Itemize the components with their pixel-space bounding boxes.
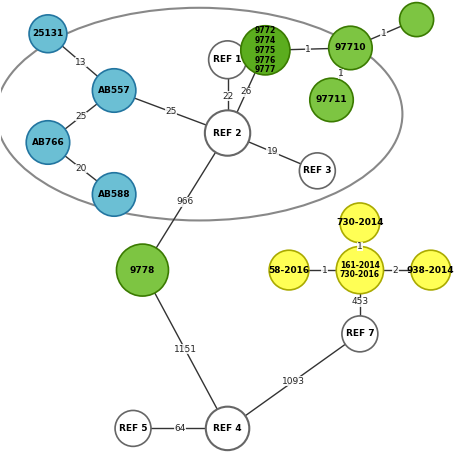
Text: 9778: 9778 xyxy=(130,265,155,274)
Circle shape xyxy=(300,153,335,189)
Circle shape xyxy=(336,246,383,294)
Circle shape xyxy=(340,203,380,243)
Circle shape xyxy=(342,316,378,352)
Text: AB766: AB766 xyxy=(32,138,64,147)
Text: REF 4: REF 4 xyxy=(213,424,242,433)
Circle shape xyxy=(206,407,249,450)
Text: 161-2014
730-2016: 161-2014 730-2016 xyxy=(340,261,380,280)
Text: 1: 1 xyxy=(305,45,311,54)
Text: 25: 25 xyxy=(165,107,176,116)
Text: 26: 26 xyxy=(241,87,252,96)
Text: 64: 64 xyxy=(174,424,186,433)
Text: AB588: AB588 xyxy=(98,190,130,199)
Circle shape xyxy=(328,26,372,70)
Text: REF 3: REF 3 xyxy=(303,166,332,175)
Text: 1: 1 xyxy=(357,242,363,251)
Circle shape xyxy=(92,69,136,112)
Text: 938-2014: 938-2014 xyxy=(407,265,455,274)
Circle shape xyxy=(241,26,290,75)
Text: 2: 2 xyxy=(392,265,398,274)
Text: REF 7: REF 7 xyxy=(346,329,374,338)
Text: 25: 25 xyxy=(75,112,87,121)
Circle shape xyxy=(269,250,309,290)
Circle shape xyxy=(209,41,246,79)
Text: 19: 19 xyxy=(267,147,278,156)
Circle shape xyxy=(310,78,353,122)
Text: 453: 453 xyxy=(351,298,368,307)
Text: 97711: 97711 xyxy=(316,95,347,104)
Text: 730-2014: 730-2014 xyxy=(336,219,383,228)
Text: 9772
9774
9775
9776
9777: 9772 9774 9775 9776 9777 xyxy=(255,27,276,74)
Circle shape xyxy=(117,244,168,296)
Text: 1: 1 xyxy=(321,265,328,274)
Text: REF 2: REF 2 xyxy=(213,128,242,137)
Circle shape xyxy=(92,173,136,216)
Text: 1151: 1151 xyxy=(173,345,197,354)
Text: 25131: 25131 xyxy=(32,29,64,38)
Circle shape xyxy=(205,110,250,156)
Circle shape xyxy=(26,121,70,164)
Text: 97710: 97710 xyxy=(335,44,366,53)
Text: AB557: AB557 xyxy=(98,86,130,95)
Text: 13: 13 xyxy=(75,58,87,67)
Circle shape xyxy=(29,15,67,53)
Text: 1093: 1093 xyxy=(282,377,305,386)
Text: 966: 966 xyxy=(176,197,194,206)
Text: 58-2016: 58-2016 xyxy=(268,265,310,274)
Text: 22: 22 xyxy=(222,92,233,101)
Circle shape xyxy=(400,2,434,36)
Text: 1: 1 xyxy=(338,70,344,79)
Text: REF 5: REF 5 xyxy=(119,424,147,433)
Text: 20: 20 xyxy=(75,164,87,173)
Circle shape xyxy=(411,250,451,290)
Text: REF 1: REF 1 xyxy=(213,55,242,64)
Text: 1: 1 xyxy=(381,29,386,38)
Circle shape xyxy=(115,410,151,447)
